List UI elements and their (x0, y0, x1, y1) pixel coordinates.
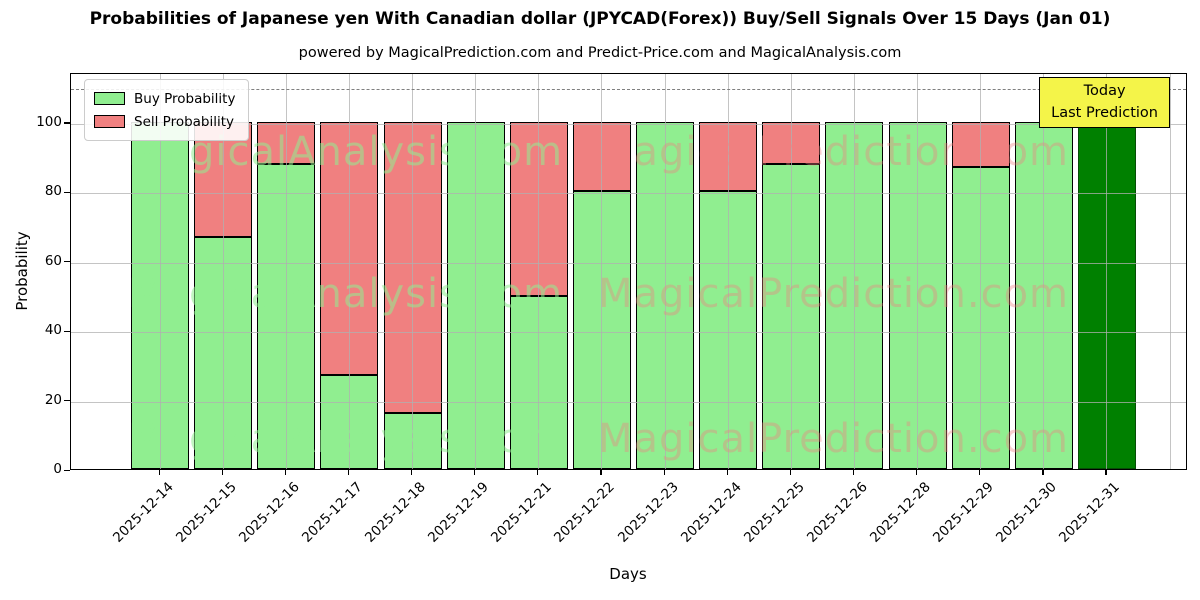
y-tick (64, 191, 70, 194)
watermark-text: MagicalPrediction.com (598, 271, 1069, 317)
x-tick-label: 2025-12-29 (930, 479, 998, 546)
legend-row: Sell Probability (94, 110, 235, 133)
v-gridline (1169, 74, 1171, 469)
v-gridline (412, 74, 414, 469)
y-axis-title: Probability (13, 231, 31, 311)
v-gridline (664, 74, 666, 469)
x-tick-label: 2025-12-28 (867, 479, 934, 546)
x-tick (1042, 470, 1044, 475)
x-tick (221, 470, 223, 475)
x-tick-label: 2025-12-15 (172, 479, 240, 546)
watermark-text: MagicalAnalysis.com (128, 271, 564, 317)
v-gridline (285, 74, 287, 469)
v-gridline (601, 74, 603, 469)
x-tick (726, 470, 728, 475)
h-gridline (71, 262, 1186, 264)
v-gridline (1106, 74, 1108, 469)
x-axis-title: Days (609, 565, 647, 583)
v-gridline (159, 74, 161, 469)
today-annotation: Today Last Prediction (1039, 77, 1170, 128)
today-annotation-line1: Today (1083, 83, 1126, 99)
today-annotation-line2: Last Prediction (1051, 105, 1158, 122)
x-tick (284, 470, 286, 475)
x-tick (1105, 470, 1107, 475)
legend-label: Sell Probability (134, 113, 235, 130)
legend-swatch-sell (94, 115, 125, 128)
y-tick (64, 330, 70, 332)
y-tick-label: 40 (44, 322, 62, 339)
x-tick (411, 470, 413, 475)
v-gridline (727, 74, 729, 469)
x-tick-label: 2025-12-24 (677, 479, 745, 546)
h-gridline (71, 401, 1186, 403)
y-tick-label: 80 (44, 183, 62, 200)
x-tick (474, 470, 476, 475)
x-tick-label: 2025-12-17 (298, 479, 366, 546)
legend-swatch-buy (94, 92, 125, 105)
v-gridline (917, 74, 919, 469)
y-tick (64, 469, 70, 471)
y-tick-label: 100 (36, 113, 62, 130)
x-tick-label: 2025-12-14 (109, 479, 177, 546)
x-tick (852, 470, 855, 475)
x-tick (347, 470, 350, 475)
v-gridline (790, 74, 792, 469)
legend: Buy Probability Sell Probability (84, 79, 250, 141)
legend-label: Buy Probability (134, 90, 236, 107)
v-gridline (538, 74, 540, 469)
x-tick-label: 2025-12-31 (1056, 479, 1124, 546)
v-gridline (980, 74, 982, 469)
x-tick-label: 2025-12-26 (803, 479, 871, 546)
x-tick-label: 2025-12-21 (488, 479, 556, 546)
y-tick-label: 0 (53, 461, 62, 477)
y-tick (64, 400, 70, 402)
x-tick-label: 2025-12-22 (551, 479, 619, 546)
watermark-text: MagicalAnalysis.com (128, 416, 564, 462)
v-gridline (1043, 74, 1045, 469)
watermark-text: MagicalPrediction.com (598, 129, 1069, 175)
x-tick (789, 470, 791, 475)
x-tick-label: 2025-12-23 (614, 479, 682, 546)
x-tick (979, 470, 981, 475)
x-tick-label: 2025-12-30 (993, 479, 1061, 546)
x-tick (158, 470, 160, 475)
chart-subtitle: powered by MagicalPrediction.com and Pre… (298, 45, 902, 61)
y-tick-label: 60 (44, 252, 62, 269)
chart-title: Probabilities of Japanese yen With Canad… (89, 9, 1111, 29)
dashed-threshold-line (71, 89, 1186, 91)
x-tick-label: 2025-12-19 (425, 479, 492, 546)
x-tick-label: 2025-12-16 (235, 479, 303, 546)
plot-area (70, 73, 1187, 470)
x-tick-label: 2025-12-18 (362, 479, 429, 546)
x-tick (916, 470, 918, 475)
x-tick (537, 470, 539, 475)
v-gridline (853, 74, 855, 469)
y-tick-label: 20 (44, 391, 62, 408)
legend-row: Buy Probability (94, 87, 235, 110)
x-tick-label: 2025-12-25 (740, 479, 808, 546)
v-gridline (348, 74, 350, 469)
v-gridline (222, 74, 224, 469)
y-tick (64, 122, 70, 124)
v-gridline (475, 74, 477, 469)
y-tick (64, 261, 70, 263)
watermark-text: MagicalPrediction.com (598, 416, 1069, 462)
h-gridline (71, 193, 1186, 195)
h-gridline (71, 123, 1186, 125)
x-tick (663, 470, 665, 475)
h-gridline (71, 332, 1186, 334)
x-tick (600, 470, 602, 475)
